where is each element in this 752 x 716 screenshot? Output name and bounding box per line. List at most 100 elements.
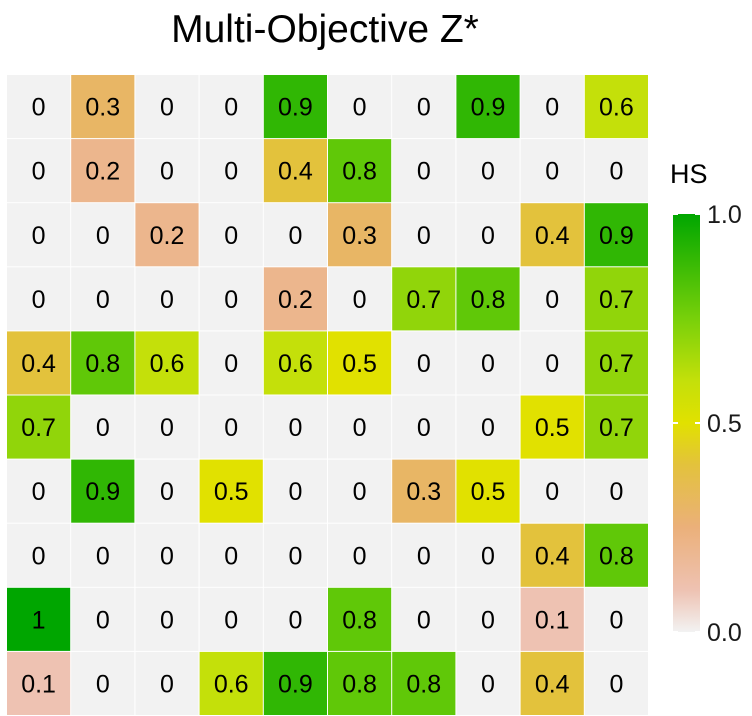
heatmap-cell: 0 — [392, 75, 456, 139]
heatmap-cell: 0 — [7, 459, 71, 523]
heatmap-cell-fill — [263, 459, 327, 523]
heatmap-cell-label: 0.8 — [342, 606, 377, 634]
heatmap-cell: 0 — [328, 75, 392, 139]
heatmap-cell-fill — [71, 523, 135, 587]
heatmap-cell: 0 — [7, 139, 71, 203]
legend-tick-label: 0.5 — [707, 410, 742, 438]
heatmap-cell: 0 — [7, 75, 71, 139]
heatmap-cell-label: 0.6 — [278, 350, 313, 378]
heatmap-cell-fill — [520, 75, 584, 139]
heatmap-cell: 0 — [328, 395, 392, 459]
heatmap-cell-label: 0.5 — [342, 350, 377, 378]
heatmap-cell-fill — [392, 587, 456, 651]
heatmap-cell: 0 — [7, 523, 71, 587]
heatmap-cell-label: 0 — [224, 94, 238, 122]
heatmap-cell-fill — [263, 395, 327, 459]
heatmap-cell: 0.4 — [520, 651, 584, 715]
heatmap-cell-fill — [135, 651, 199, 715]
heatmap-cell-label: 0 — [160, 542, 174, 570]
heatmap-cell-fill — [456, 139, 520, 203]
heatmap-cell: 0.9 — [71, 459, 135, 523]
heatmap-cell: 0.9 — [456, 75, 520, 139]
heatmap-cell-fill — [456, 459, 520, 523]
heatmap-cell-label: 0 — [160, 478, 174, 506]
heatmap-cell-fill — [520, 203, 584, 267]
heatmap-cell-fill — [584, 267, 648, 331]
heatmap-cell: 0 — [135, 139, 199, 203]
heatmap-cell-fill — [456, 523, 520, 587]
heatmap-cell-label: 0 — [224, 158, 238, 186]
heatmap-cell-fill — [199, 331, 263, 395]
heatmap-cell: 0.5 — [199, 459, 263, 523]
heatmap-cell-label: 1 — [32, 606, 46, 634]
heatmap-cell-label: 0.9 — [471, 94, 506, 122]
heatmap-cell-fill — [199, 523, 263, 587]
heatmap-cell-fill — [135, 139, 199, 203]
heatmap-cell: 0 — [520, 459, 584, 523]
heatmap-cell-label: 0.1 — [21, 670, 56, 698]
heatmap-cell-label: 0 — [96, 222, 110, 250]
heatmap-cell: 0 — [199, 587, 263, 651]
heatmap-cell: 0 — [7, 203, 71, 267]
heatmap-cell-label: 0.8 — [599, 542, 634, 570]
heatmap-cell: 0 — [263, 395, 327, 459]
heatmap-cell-label: 0 — [481, 606, 495, 634]
heatmap-cell-label: 0 — [224, 414, 238, 442]
heatmap-cell-fill — [584, 523, 648, 587]
heatmap-cell: 0.7 — [392, 267, 456, 331]
heatmap-cell: 0 — [135, 459, 199, 523]
heatmap-cell: 0.5 — [328, 331, 392, 395]
heatmap-cell: 0 — [456, 139, 520, 203]
heatmap-cell-label: 0 — [224, 542, 238, 570]
heatmap-cell-fill — [328, 75, 392, 139]
heatmap-cell: 0 — [392, 587, 456, 651]
heatmap-cell: 0 — [584, 651, 648, 715]
heatmap-cell: 0 — [199, 395, 263, 459]
heatmap-cell-label: 0 — [481, 670, 495, 698]
heatmap-cell-fill — [71, 203, 135, 267]
heatmap-cell: 0 — [584, 587, 648, 651]
heatmap-cell-fill — [520, 331, 584, 395]
heatmap-cell-label: 0 — [481, 414, 495, 442]
heatmap-cell-fill — [71, 75, 135, 139]
heatmap-cell-fill — [263, 523, 327, 587]
heatmap-cell-label: 0 — [609, 606, 623, 634]
heatmap-cell: 0 — [520, 139, 584, 203]
heatmap-cell-fill — [520, 459, 584, 523]
heatmap-cell-fill — [263, 75, 327, 139]
heatmap-cell-fill — [392, 459, 456, 523]
heatmap-cell: 0 — [584, 459, 648, 523]
heatmap-cell: 0.7 — [584, 267, 648, 331]
heatmap-cell-label: 0 — [481, 350, 495, 378]
heatmap-cell: 0 — [392, 395, 456, 459]
heatmap-cell-label: 0.9 — [278, 94, 313, 122]
heatmap-cell-fill — [199, 139, 263, 203]
heatmap-cell-label: 0 — [160, 606, 174, 634]
heatmap-cell-fill — [7, 331, 71, 395]
heatmap-cell: 0.3 — [71, 75, 135, 139]
heatmap-cell: 0.7 — [584, 395, 648, 459]
heatmap-cell-label: 0.7 — [599, 350, 634, 378]
heatmap-cell-label: 0 — [545, 478, 559, 506]
heatmap-cell-label: 0 — [32, 286, 46, 314]
heatmap-cell-fill — [328, 523, 392, 587]
heatmap-cell-label: 0 — [609, 158, 623, 186]
heatmap-cell: 0.4 — [263, 139, 327, 203]
heatmap-cell-label: 0 — [160, 286, 174, 314]
heatmap-cell-label: 0 — [288, 222, 302, 250]
heatmap-cell-label: 0.3 — [85, 94, 120, 122]
heatmap-cell: 0 — [263, 459, 327, 523]
heatmap-cell-fill — [135, 203, 199, 267]
heatmap-cell-fill — [7, 75, 71, 139]
heatmap-cell-label: 0.8 — [471, 286, 506, 314]
heatmap-cell-label: 0 — [224, 222, 238, 250]
heatmap-cell: 0 — [135, 587, 199, 651]
heatmap-cell-label: 0.9 — [85, 478, 120, 506]
heatmap-cell: 0 — [199, 75, 263, 139]
heatmap-cell-label: 0 — [288, 414, 302, 442]
heatmap-cell-fill — [584, 331, 648, 395]
heatmap-cell-label: 0.2 — [150, 222, 185, 250]
heatmap-cell-fill — [392, 267, 456, 331]
heatmap-cell: 0.8 — [328, 587, 392, 651]
heatmap-cell-label: 0.5 — [214, 478, 249, 506]
